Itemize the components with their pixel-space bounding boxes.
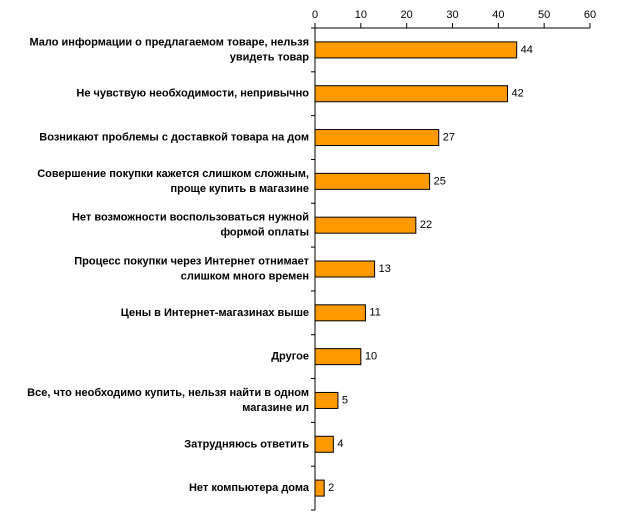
x-tick-label: 30 [446,9,458,21]
bar [314,348,362,366]
value-label: 22 [420,219,432,231]
x-tick-label: 60 [584,9,596,21]
bar [314,41,518,59]
value-label: 2 [328,482,334,494]
value-label: 42 [512,88,524,100]
value-label: 13 [379,263,391,275]
value-label: 44 [521,44,533,56]
category-label: Мало информации о предлагаемом товаре, н… [30,36,310,63]
category-label: Возникают проблемы с доставкой товара на… [39,131,309,143]
x-tick-label: 10 [355,9,367,21]
category-label: Цены в Интернет-магазинах выше [121,307,309,319]
x-tick-label: 0 [312,9,318,21]
x-tick-label: 50 [538,9,550,21]
value-label: 25 [434,175,446,187]
value-label: 10 [365,351,377,363]
value-label: 4 [337,438,343,450]
value-label: 11 [369,307,380,319]
category-label: Не чувствую необходимости, непривычно [76,88,309,100]
category-label: Все, что необходимо купить, нельзя найти… [27,387,309,414]
value-label: 27 [443,131,455,143]
bar [314,85,508,103]
bar [314,479,325,497]
bar [314,260,376,278]
x-tick-label: 20 [401,9,413,21]
bar [314,391,339,409]
bar [314,172,431,190]
category-label: Нет компьютера дома [189,482,310,494]
x-tick-label: 40 [492,9,504,21]
category-label: Совершение покупки кажется слишком сложн… [37,168,309,195]
category-label: Другое [271,351,309,363]
bar [314,304,366,322]
bar [314,216,417,234]
category-label: Процесс покупки через Интернет отнимает с… [74,255,309,282]
bar [314,129,440,147]
bar [314,435,334,453]
value-label: 5 [342,394,348,406]
category-label: Нет возможности воспользоваться нужной фо… [72,212,309,239]
category-label: Затрудняюсь ответить [184,438,309,450]
